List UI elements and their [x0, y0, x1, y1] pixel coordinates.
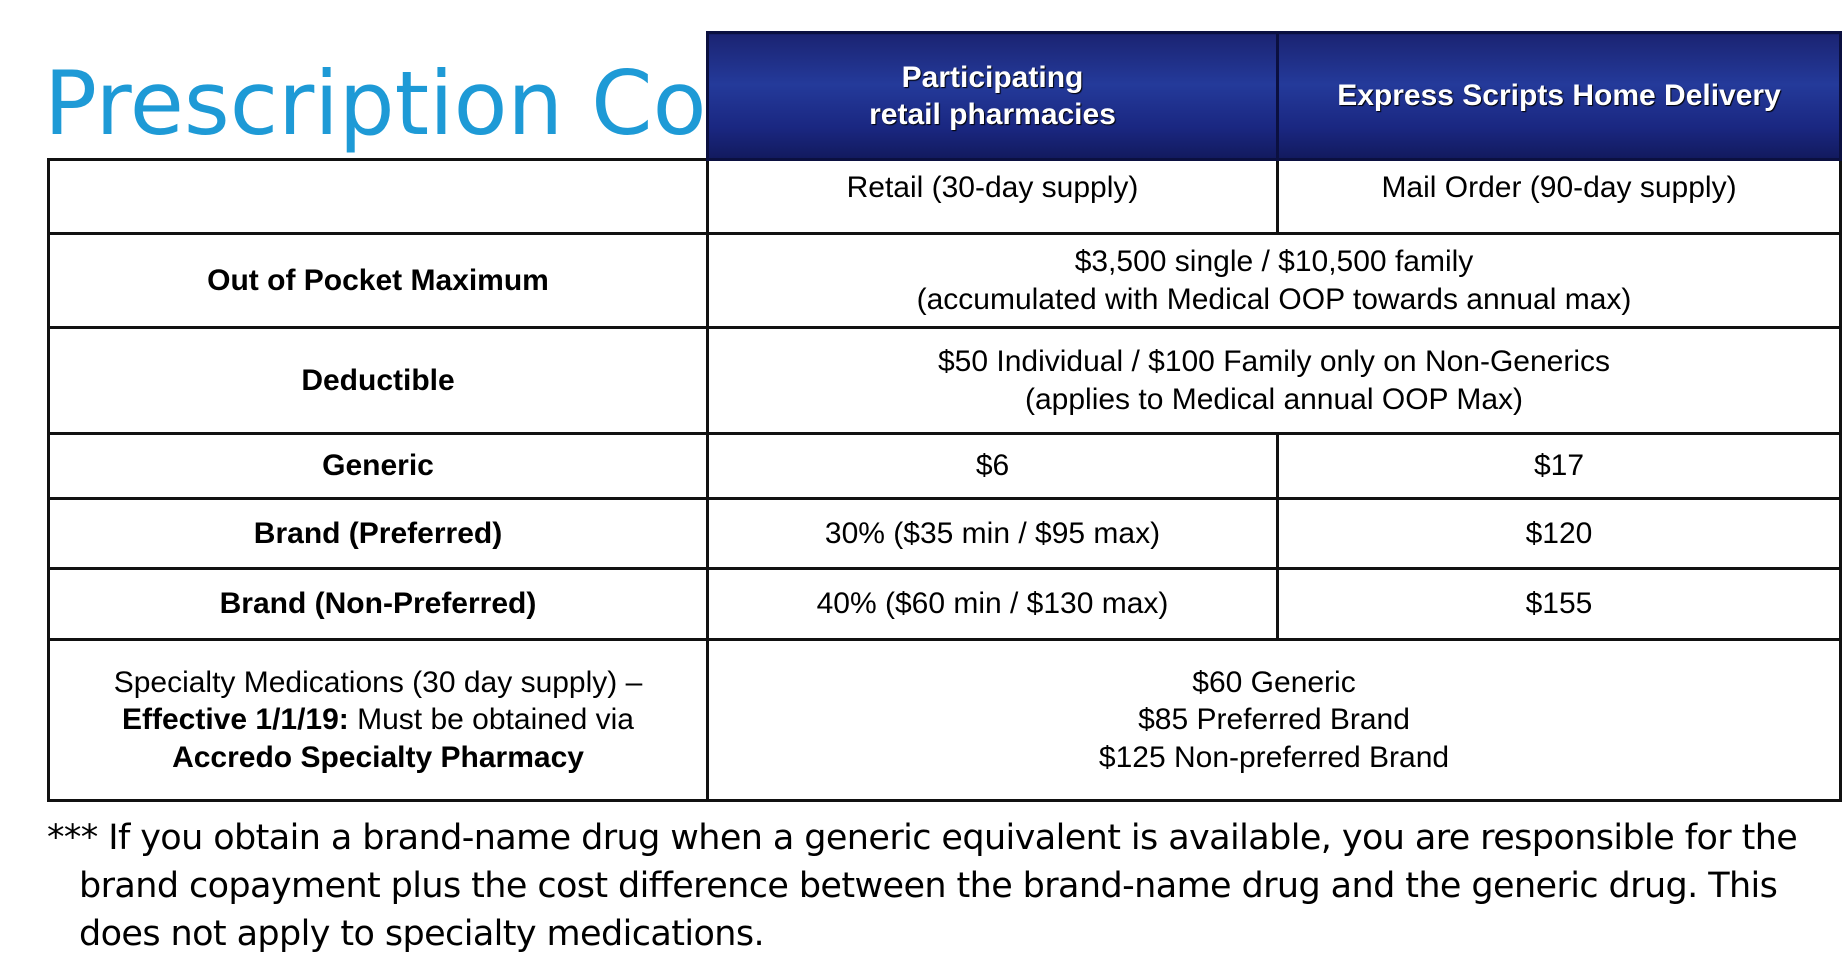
brand-preferred-label: Brand (Preferred) — [47, 497, 709, 570]
oop-row: Out of Pocket Maximum $3,500 single / $1… — [47, 232, 1842, 329]
header-retail-line2: retail pharmacies — [869, 98, 1116, 131]
specialty-label-line2: Must be obtained via — [348, 703, 634, 737]
brand-preferred-retail: 30% ($35 min / $95 max) — [706, 497, 1279, 570]
deductible-value-line2: (applies to Medical annual OOP Max) — [1024, 382, 1524, 416]
deductible-label: Deductible — [47, 326, 709, 435]
generic-label: Generic — [47, 432, 709, 500]
header-retail-pharmacies: Participating retail pharmacies — [706, 31, 1279, 161]
supply-label-cell — [47, 158, 709, 235]
deductible-row: Deductible $50 Individual / $100 Family … — [47, 326, 1842, 435]
oop-value-line2: (accumulated with Medical OOP towards an… — [916, 282, 1632, 316]
header-row: Participating retail pharmacies Express … — [49, 31, 1842, 161]
oop-value-line1: $3,500 single / $10,500 family — [1074, 245, 1474, 278]
deductible-value-line1: $50 Individual / $100 Family only on Non… — [937, 345, 1611, 378]
generic-row: Generic $6 $17 — [47, 432, 1842, 500]
header-home-delivery: Express Scripts Home Delivery — [1276, 31, 1842, 161]
footnote: *** If you obtain a brand-name drug when… — [47, 818, 1798, 954]
brand-preferred-row: Brand (Preferred) 30% ($35 min / $95 max… — [47, 497, 1842, 570]
brand-non-preferred-row: Brand (Non-Preferred) 40% ($60 min / $13… — [47, 567, 1842, 641]
specialty-row: Specialty Medications (30 day supply) – … — [47, 638, 1842, 802]
supply-row: Retail (30-day supply) Mail Order (90-da… — [47, 158, 1842, 235]
oop-label: Out of Pocket Maximum — [47, 232, 709, 329]
retail-supply: Retail (30-day supply) — [706, 158, 1279, 235]
brand-preferred-mail: $120 — [1276, 497, 1842, 570]
mail-supply: Mail Order (90-day supply) — [1276, 158, 1842, 235]
brand-non-preferred-label: Brand (Non-Preferred) — [47, 567, 709, 641]
specialty-effective-date: Effective 1/1/19: — [122, 703, 349, 737]
brand-non-preferred-mail: $155 — [1276, 567, 1842, 641]
specialty-label: Specialty Medications (30 day supply) – … — [47, 638, 709, 802]
page-title: Prescription Costs — [44, 52, 833, 155]
header-retail-line1: Participating — [901, 60, 1084, 94]
prescription-costs-table: Participating retail pharmacies Express … — [47, 31, 1842, 802]
oop-value: $3,500 single / $10,500 family (accumula… — [706, 232, 1842, 329]
deductible-value: $50 Individual / $100 Family only on Non… — [706, 326, 1842, 435]
generic-mail: $17 — [1276, 432, 1842, 500]
specialty-non-preferred-brand: $125 Non-preferred Brand — [1098, 740, 1450, 774]
generic-retail: $6 — [706, 432, 1279, 500]
specialty-values: $60 Generic $85 Preferred Brand $125 Non… — [706, 638, 1842, 802]
specialty-label-line1: Specialty Medications (30 day supply) – — [113, 665, 643, 699]
specialty-preferred-brand: $85 Preferred Brand — [1138, 703, 1410, 737]
brand-non-preferred-retail: 40% ($60 min / $130 max) — [706, 567, 1279, 641]
header-spacer — [49, 33, 708, 160]
specialty-pharmacy-name: Accredo Specialty Pharmacy — [172, 740, 584, 774]
specialty-generic: $60 Generic — [1192, 665, 1356, 699]
